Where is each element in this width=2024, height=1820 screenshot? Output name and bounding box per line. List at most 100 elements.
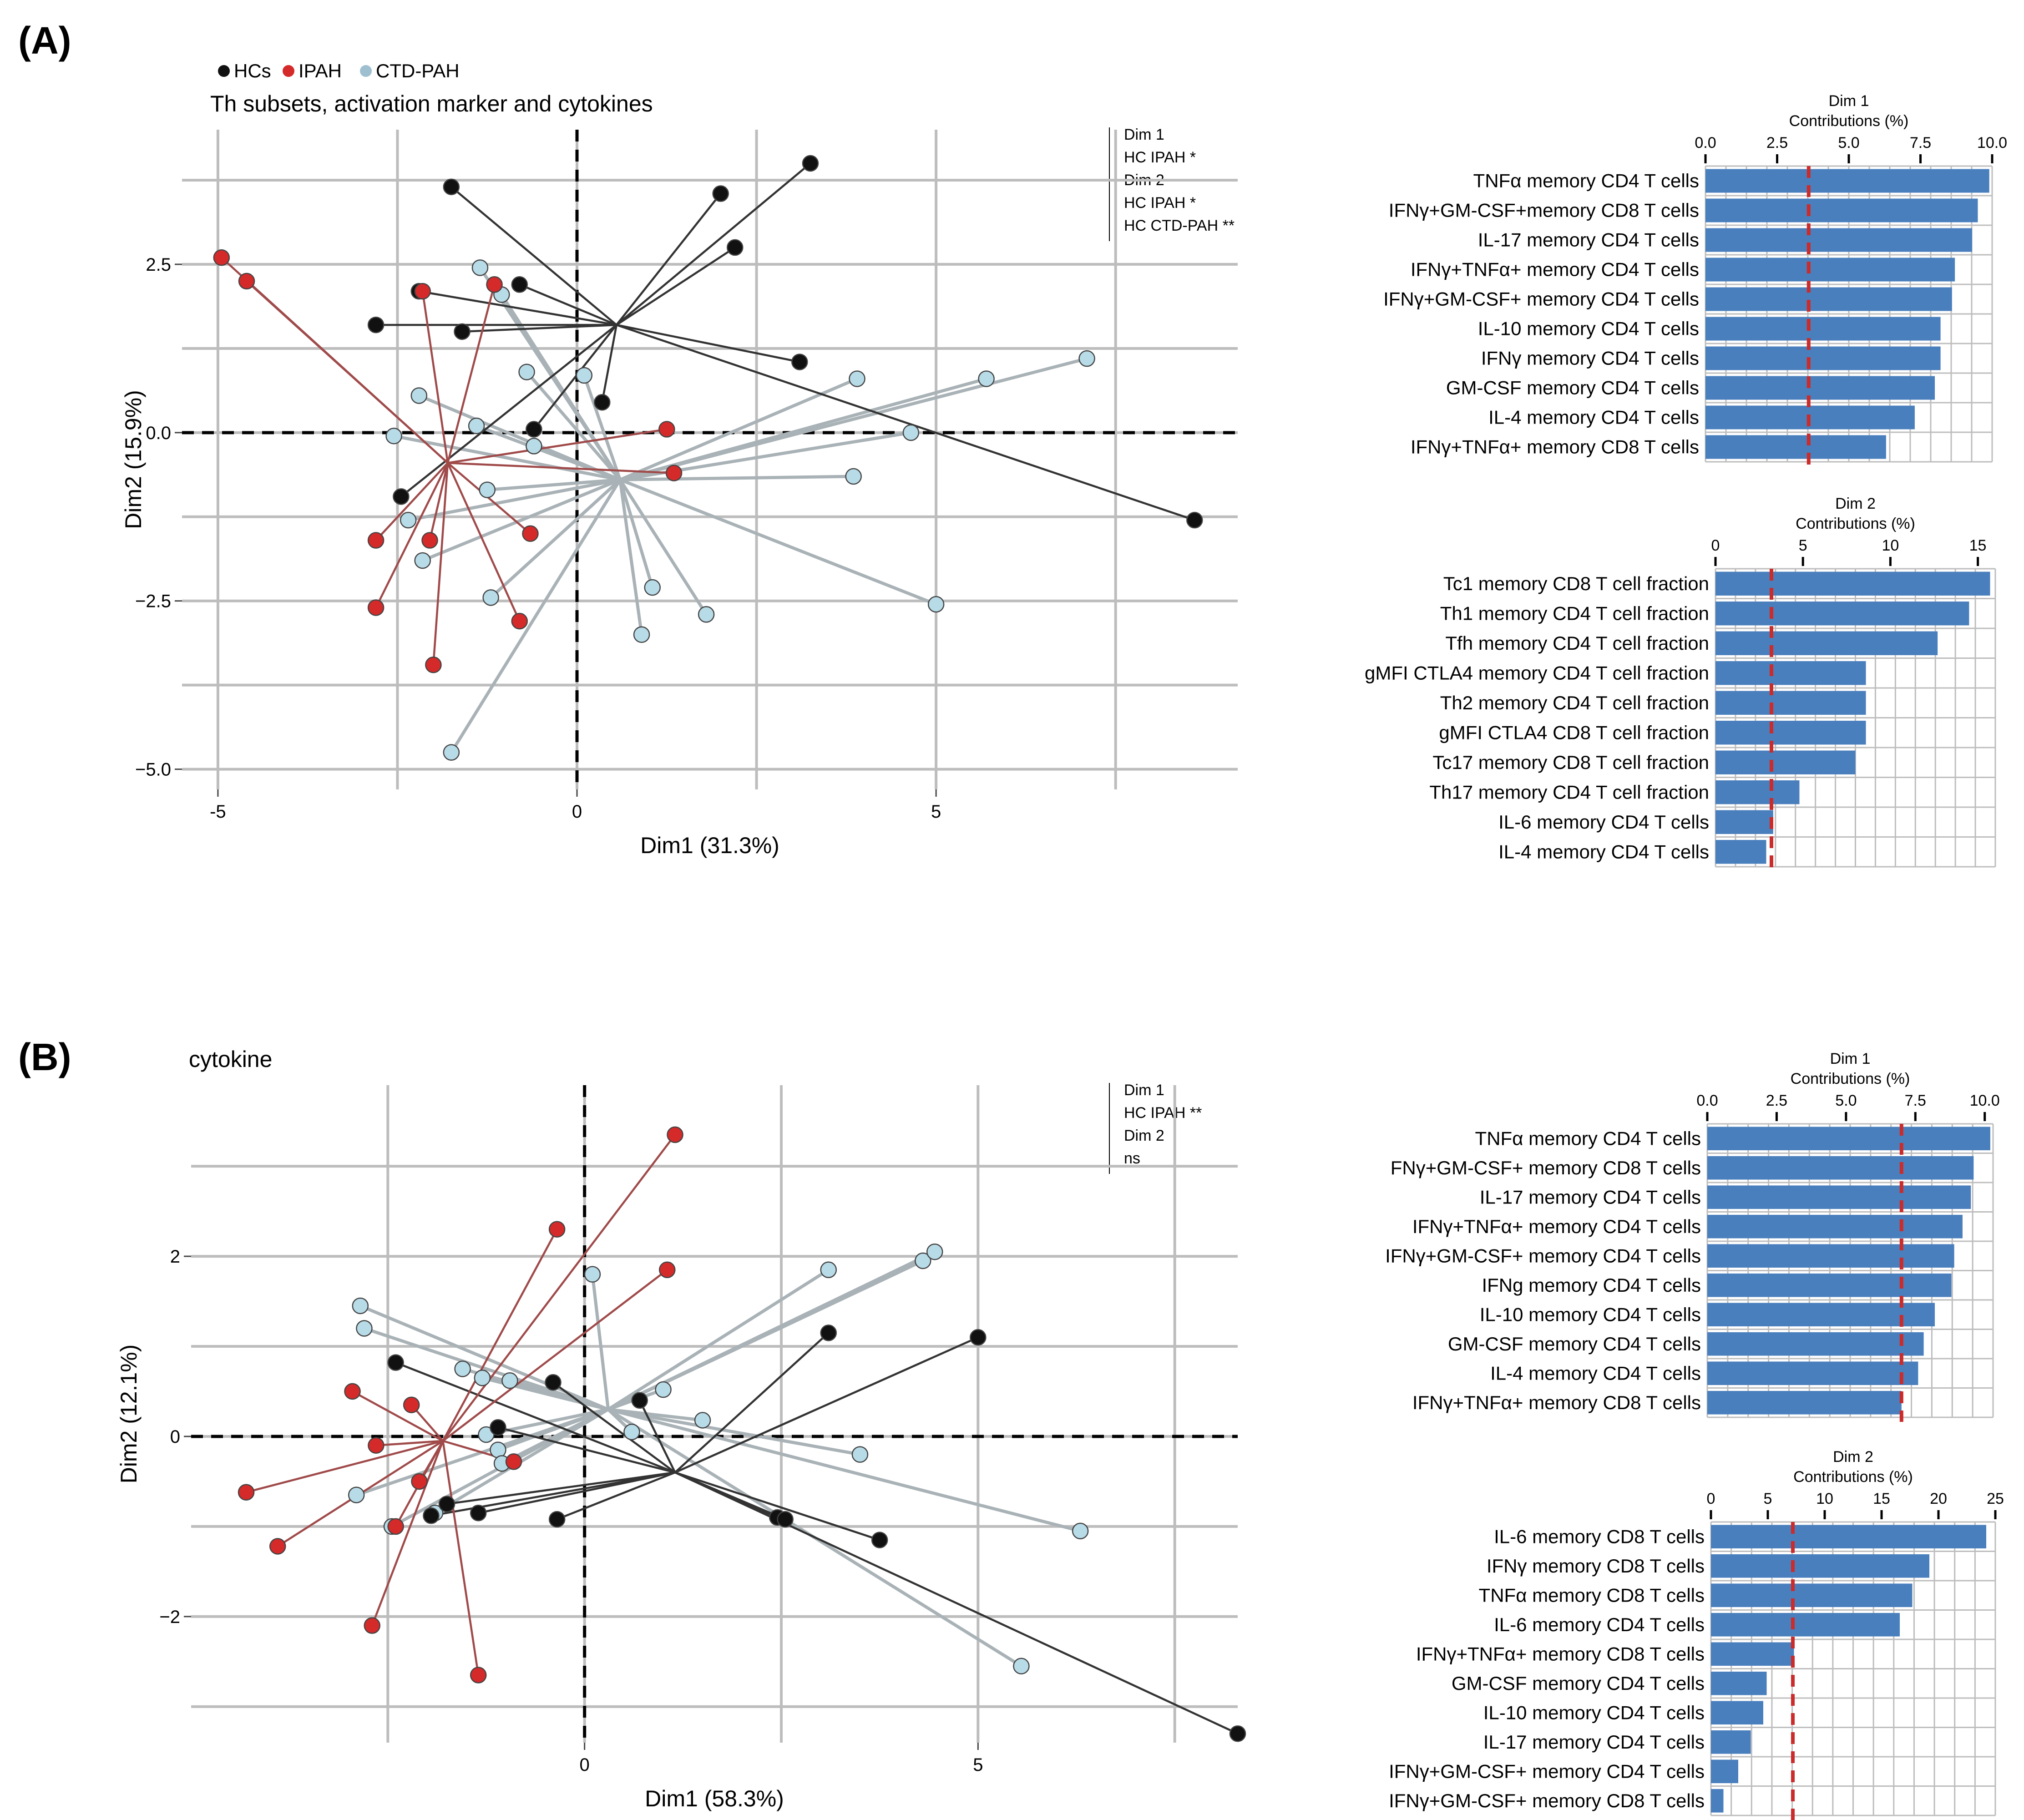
panel-b-dim1-contributions: Dim 1 Contributions (%) 0.0 2.5 5.0 7.5 10.0 TN…: [1385, 1050, 2000, 1422]
spoke-hc: [497, 1426, 676, 1474]
contrib-bar: [1707, 1127, 1990, 1151]
contrib-category-label: IL-10 memory CD4 T cells: [1483, 1702, 1705, 1723]
point-ctd-pah: [454, 1360, 471, 1377]
y-tick-label: 0.0: [146, 423, 171, 443]
panel-a-annotation: Dim 1 HC IPAH * Dim 2 HC IPAH * HC CTD-P…: [1109, 126, 1235, 241]
contrib-bar: [1705, 287, 1952, 311]
point-hc: [470, 1504, 487, 1522]
legend-ctd-label: CTD-PAH: [376, 60, 460, 81]
contrib-category-label: IFNγ+GM-CSF+ memory CD4 T cells: [1389, 1760, 1705, 1782]
contrib-tick-label: 5: [1799, 537, 1807, 554]
point-hc: [970, 1329, 987, 1346]
point-ctd-pah: [633, 626, 650, 643]
contrib-category-label: IFNγ+GM-CSF+ memory CD8 T cells: [1389, 1790, 1705, 1811]
contrib-category-label: IFNγ+TNFα+ memory CD4 T cells: [1412, 1216, 1701, 1237]
contrib-bar: [1707, 1273, 1952, 1297]
contrib-bar: [1711, 1642, 1794, 1666]
point-ctd-pah: [1078, 350, 1095, 367]
spoke-hc: [616, 162, 811, 326]
spoke-ipah: [442, 1228, 558, 1441]
contrib-bar: [1715, 691, 1866, 715]
contrib-category-label: TNFα memory CD8 T cells: [1479, 1584, 1705, 1606]
contrib-bar: [1711, 1613, 1900, 1637]
point-hc: [526, 421, 542, 438]
point-hc: [454, 323, 471, 340]
point-ipah: [486, 276, 503, 293]
spoke-hc: [674, 1336, 979, 1474]
legend-hc-label: HCs: [234, 60, 271, 81]
contrib-tick-label: 15: [1969, 537, 1987, 554]
point-ipah: [665, 465, 683, 481]
spoke-hc: [462, 324, 617, 333]
spoke-ipah: [447, 462, 531, 535]
point-ctd-pah: [927, 596, 945, 613]
contrib-category-label: gMFI CTLA4 memory CD4 T cell fraction: [1365, 662, 1709, 683]
spoke-hc: [395, 1361, 676, 1474]
point-ipah: [667, 1126, 683, 1143]
contrib-title: Dim 1: [1829, 92, 1869, 110]
contrib-bar: [1707, 1244, 1954, 1268]
spoke-ctd-pah: [607, 1408, 860, 1456]
spoke-ipah: [446, 284, 496, 463]
point-ctd-pah: [978, 370, 995, 387]
point-ipah: [368, 1437, 385, 1454]
spoke-hc: [519, 283, 617, 326]
point-hc: [438, 1496, 455, 1512]
spoke-ipah: [429, 462, 449, 541]
contrib-bar: [1705, 169, 1989, 193]
contrib-category-label: Tc1 memory CD8 T cell fraction: [1443, 573, 1709, 594]
contrib-bar: [1715, 571, 1990, 596]
contrib-bar: [1711, 1671, 1767, 1695]
point-hc: [393, 488, 410, 505]
contrib-category-label: Th1 memory CD4 T cell fraction: [1440, 602, 1709, 624]
spoke-ipah: [442, 1441, 480, 1675]
spoke-hc: [400, 324, 617, 498]
point-ipah: [364, 1617, 380, 1634]
spoke-hc: [478, 1471, 675, 1514]
spoke-ipah: [432, 463, 449, 665]
point-ctd-pah: [698, 606, 715, 623]
y-tick-label: −2.5: [135, 592, 171, 612]
point-hc: [490, 1419, 506, 1436]
panel-a-pca-plot: -5 0 5 −5.0 −2.5 0.0 2.5 Dim1 (31.3%) Dim2 (15.9…: [121, 130, 1238, 858]
point-ctd-pah: [576, 367, 593, 384]
contrib-bar: [1715, 602, 1969, 626]
contrib-bar: [1707, 1185, 1971, 1209]
contrib-category-label: IL-10 memory CD4 T cells: [1480, 1304, 1701, 1325]
contrib-category-label: IFNγ+TNFα+ memory CD4 T cells: [1411, 259, 1699, 280]
point-ctd-pah: [584, 1266, 601, 1283]
contrib-tick-label: 10.0: [1970, 1092, 2000, 1109]
point-ctd-pah: [482, 589, 499, 606]
point-ctd-pah: [694, 1412, 711, 1429]
point-ctd-pah: [1072, 1522, 1089, 1540]
point-ctd-pah: [356, 1320, 373, 1337]
annotation-line-4: HC IPAH *: [1124, 194, 1196, 212]
spoke-ctd-pah: [607, 1408, 1081, 1533]
contrib-bar: [1711, 1554, 1929, 1578]
contrib-category-label: IL-17 memory CD4 T cells: [1483, 1731, 1705, 1753]
spoke-hc: [674, 1471, 880, 1541]
legend-hc-marker: [218, 65, 230, 77]
contrib-title: Dim 1: [1830, 1050, 1871, 1067]
point-ctd-pah: [849, 370, 865, 387]
contrib-bar: [1705, 228, 1972, 252]
spoke-ipah: [421, 291, 449, 463]
contrib-category-label: IFNγ+TNFα+ memory CD8 T cells: [1411, 436, 1699, 458]
point-ctd-pah: [926, 1243, 943, 1260]
y-tick-label: 2.5: [146, 255, 171, 275]
contrib-tick-label: 15: [1873, 1490, 1890, 1507]
point-ipah: [522, 525, 539, 542]
contrib-bar: [1711, 1583, 1913, 1608]
contrib-axis-label: Contributions (%): [1791, 1070, 1910, 1087]
spoke-ctd-pah: [618, 479, 643, 635]
contrib-tick-label: 0.0: [1695, 134, 1716, 152]
contrib-bar: [1715, 721, 1866, 745]
point-ctd-pah: [501, 1372, 518, 1389]
spoke-hc: [616, 324, 1195, 521]
spoke-ctd-pah: [618, 479, 708, 616]
x-axis-title: Dim1 (31.3%): [640, 833, 779, 858]
contrib-category-label: GM-CSF memory CD4 T cells: [1446, 377, 1699, 399]
annotation-line-3: Dim 2: [1124, 1127, 1164, 1144]
contrib-tick-label: 10.0: [1977, 134, 2007, 152]
point-hc: [871, 1532, 888, 1548]
